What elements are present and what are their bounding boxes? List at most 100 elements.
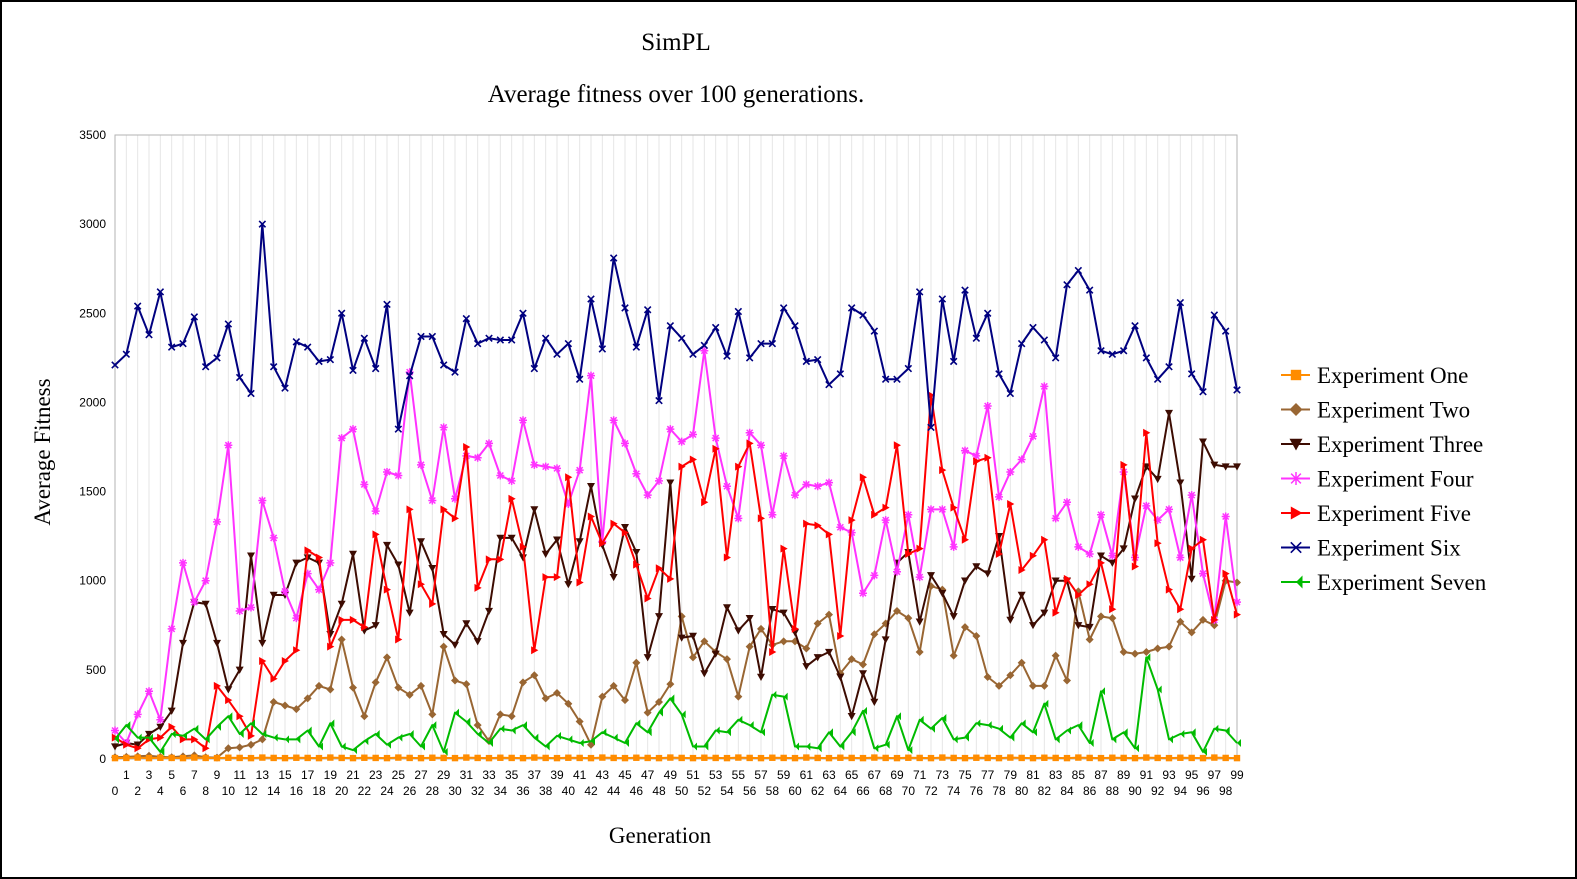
point-experiment-four-54 (723, 482, 731, 491)
x-tick-label-19: 19 (324, 768, 338, 782)
legend-item-experiment-one: Experiment One (1281, 363, 1468, 388)
point-experiment-three-52 (700, 670, 709, 678)
x-tick-label-48: 48 (652, 784, 666, 798)
point-experiment-three-27 (417, 538, 425, 546)
point-experiment-seven-64 (836, 742, 845, 751)
point-experiment-seven-9 (213, 722, 221, 731)
point-experiment-one-32 (474, 754, 481, 762)
x-tick-label-27: 27 (414, 768, 428, 782)
point-experiment-six-78 (995, 370, 1003, 378)
point-experiment-six-38 (541, 334, 550, 343)
point-experiment-six-34 (496, 336, 505, 344)
point-experiment-seven-56 (745, 721, 754, 730)
point-experiment-two-30 (451, 676, 459, 685)
x-tick-label-72: 72 (924, 784, 938, 798)
x-tick-label-57: 57 (754, 768, 768, 782)
point-experiment-one-20 (338, 754, 345, 762)
point-experiment-six-62 (813, 355, 822, 364)
point-experiment-six-33 (485, 334, 493, 343)
point-experiment-four-66 (859, 589, 867, 598)
point-experiment-one-49 (667, 754, 674, 761)
point-experiment-five-74 (950, 503, 958, 512)
point-experiment-six-83 (1051, 354, 1060, 362)
point-experiment-one-88 (1109, 754, 1116, 761)
point-experiment-seven-20 (337, 742, 346, 751)
point-experiment-one-81 (1029, 754, 1037, 762)
point-experiment-four-3 (145, 687, 153, 696)
x-tick-label-14: 14 (267, 784, 281, 798)
point-experiment-seven-57 (757, 728, 765, 737)
point-experiment-seven-51 (689, 742, 697, 751)
point-experiment-one-77 (984, 754, 991, 762)
point-experiment-five-46 (633, 560, 641, 569)
point-experiment-three-82 (1040, 609, 1049, 617)
point-experiment-five-34 (497, 555, 505, 564)
point-experiment-three-85 (1074, 622, 1083, 630)
point-experiment-five-84 (1063, 574, 1071, 583)
point-experiment-seven-62 (813, 744, 822, 753)
point-experiment-one-13 (259, 754, 266, 761)
point-experiment-three-2 (133, 741, 142, 749)
point-experiment-one-89 (1120, 754, 1127, 762)
point-experiment-six-1 (122, 350, 131, 359)
point-experiment-four-68 (881, 516, 890, 525)
point-experiment-five-54 (723, 553, 731, 562)
x-tick-label-42: 42 (584, 784, 598, 798)
point-experiment-one-0 (111, 754, 119, 762)
point-experiment-three-63 (825, 648, 833, 657)
point-experiment-six-21 (349, 366, 357, 375)
point-experiment-six-99 (1233, 386, 1241, 394)
point-experiment-five-51 (689, 455, 697, 464)
point-experiment-three-95 (1187, 575, 1196, 583)
point-experiment-five-12 (247, 731, 255, 740)
point-experiment-two-96 (1199, 615, 1207, 624)
point-experiment-three-67 (870, 698, 879, 706)
point-experiment-two-75 (961, 623, 969, 632)
point-experiment-six-30 (451, 368, 459, 376)
point-experiment-five-31 (463, 443, 471, 451)
legend-label-experiment-seven: Experiment Seven (1317, 570, 1487, 595)
point-experiment-four-65 (847, 528, 856, 537)
point-experiment-two-23 (371, 678, 380, 687)
legend-item-experiment-two: Experiment Two (1281, 398, 1470, 423)
point-experiment-four-61 (802, 480, 811, 489)
point-experiment-two-45 (621, 696, 629, 705)
point-experiment-one-91 (1143, 754, 1150, 761)
point-experiment-five-32 (474, 583, 482, 592)
point-experiment-three-76 (972, 563, 981, 571)
point-experiment-five-87 (1097, 558, 1105, 567)
point-experiment-six-7 (190, 313, 199, 321)
point-experiment-five-38 (542, 573, 550, 582)
point-experiment-one-55 (735, 754, 742, 761)
point-experiment-six-94 (1176, 298, 1185, 307)
point-experiment-four-72 (927, 505, 935, 514)
point-experiment-five-82 (1041, 535, 1049, 544)
point-experiment-seven-80 (1017, 719, 1026, 728)
x-tick-label-78: 78 (992, 784, 1006, 798)
point-experiment-four-47 (643, 491, 652, 500)
point-experiment-six-61 (802, 357, 811, 366)
point-experiment-six-26 (405, 371, 414, 380)
point-experiment-four-36 (519, 416, 527, 425)
point-experiment-five-66 (859, 473, 867, 482)
point-experiment-six-50 (677, 334, 686, 343)
point-experiment-two-57 (757, 624, 765, 633)
y-tick-label-2000: 2000 (79, 395, 106, 409)
point-experiment-five-48 (655, 564, 663, 573)
point-experiment-one-72 (927, 754, 935, 762)
point-experiment-two-25 (394, 683, 403, 692)
y-tick-label-1500: 1500 (79, 485, 106, 499)
point-experiment-two-89 (1119, 648, 1128, 657)
y-tick-label-3500: 3500 (79, 128, 106, 142)
point-experiment-four-99 (1233, 598, 1241, 607)
point-experiment-one-93 (1165, 754, 1173, 762)
point-experiment-seven-88 (1108, 735, 1117, 744)
point-experiment-six-45 (621, 304, 629, 312)
point-experiment-six-5 (167, 343, 176, 351)
legend-item-experiment-five: Experiment Five (1281, 501, 1471, 526)
point-experiment-two-74 (949, 651, 958, 660)
point-experiment-five-14 (270, 674, 278, 683)
x-tick-label-4: 4 (157, 784, 164, 798)
point-experiment-one-30 (451, 754, 459, 762)
point-experiment-seven-41 (575, 738, 584, 747)
